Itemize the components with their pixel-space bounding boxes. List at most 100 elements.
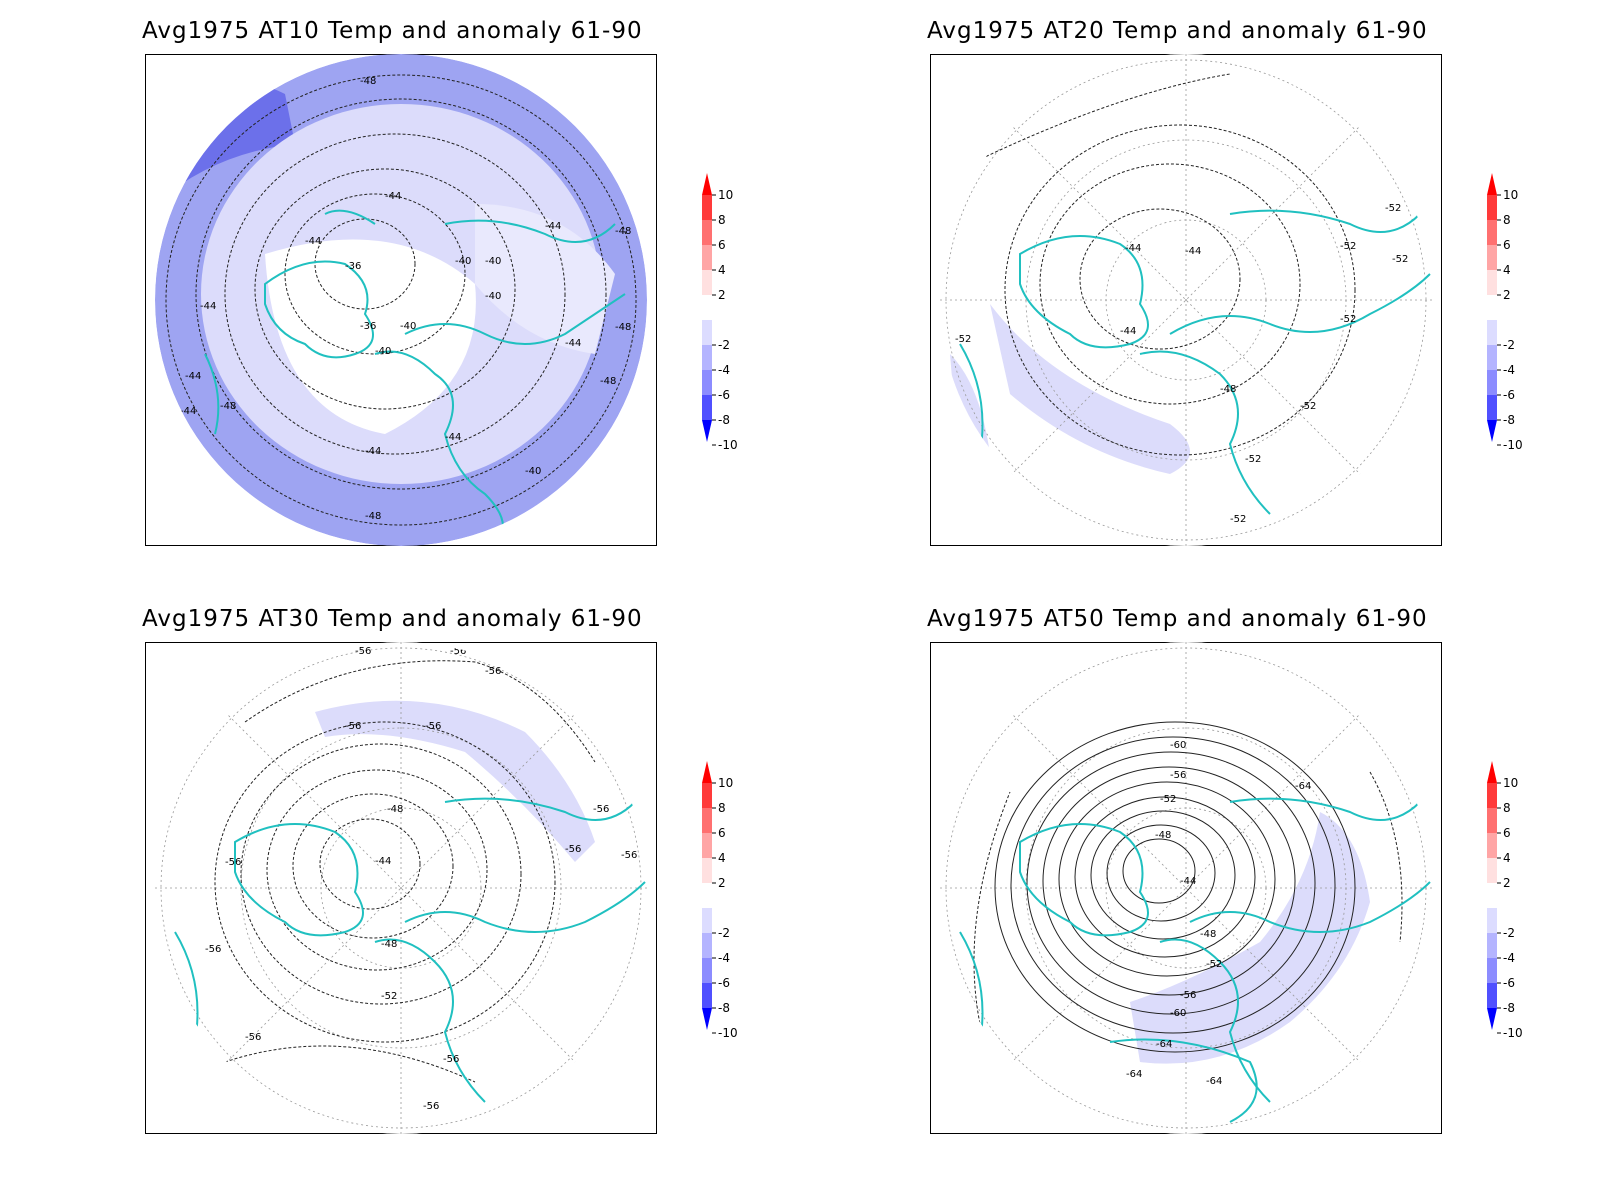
contour-label: -56 [485,666,501,677]
colorbar-tick-label: 4 [718,851,726,865]
contour-label: -48 [615,322,631,333]
contour-label: -48 [220,401,236,412]
colorbar-swatch [1487,983,1497,1008]
colorbar-tick-label: 4 [1503,851,1511,865]
contour-label: -48 [1155,830,1171,841]
contour-label: -64 [1156,1039,1172,1050]
colorbar-swatch [702,908,712,933]
contour-label: -64 [1206,1076,1222,1087]
polar-map: -60 -56 -52 -48 -44 -48 -52 -56 -60 -64 … [930,642,1442,1134]
contour-label: -44 [385,191,401,202]
contour-label: -48 [360,76,376,87]
contour-label: -52 [955,334,971,345]
panel-title: Avg1975 AT10 Temp and anomaly 61-90 [142,18,643,44]
colorbar-tick-label: -8 [718,1001,730,1015]
contour-label: -40 [485,291,501,302]
colorbar-swatches [702,173,712,442]
colorbar-swatch [702,783,712,808]
contour-label: -36 [360,321,376,332]
contour-label: -48 [387,804,403,815]
colorbar: 10 8 6 4 2 -2 -4 -6 -8 -10 [702,173,738,452]
contour-label: -44 [375,856,391,867]
colorbar-tick-label: -4 [1503,363,1515,377]
graticule [940,54,1432,546]
contour-lines [214,660,596,1083]
contour-label: -56 [565,844,581,855]
contour-label: -52 [1230,514,1246,525]
colorbar-tick-label: -10 [1503,438,1523,452]
colorbar-swatch [702,833,712,858]
contour-label: -44 [365,446,381,457]
polar-map: -48 -44 -40 -36 -44 -40 -44 -44 -48 -44 … [145,54,657,546]
colorbar-swatch [1487,320,1497,345]
panel-title: Avg1975 AT20 Temp and anomaly 61-90 [927,18,1428,44]
colorbar-labels: 10 8 6 4 2 -2 -4 -6 -8 -10 [712,776,738,1040]
contour-label: -52 [1340,314,1356,325]
colorbar-swatch [1487,345,1497,370]
colorbar-swatch [702,883,712,908]
colorbar-tick-label: -4 [718,951,730,965]
colorbar-swatch [1487,270,1497,295]
contour-lines [973,721,1403,1063]
colorbar-tick-label: 10 [718,188,733,202]
contour-label: -36 [345,261,361,272]
contour-label: -56 [1170,770,1186,781]
colorbar-swatch [702,933,712,958]
colorbar-swatch [702,245,712,270]
contour-label-group: -56 -56 -56 -56 -56 -48 -44 -48 -52 -56 … [205,646,637,1112]
contour-label: -56 [425,721,441,732]
panel-title: Avg1975 AT30 Temp and anomaly 61-90 [142,606,643,632]
contour-label: -44 [305,236,321,247]
contour-label: -56 [205,944,221,955]
contour-label: -44 [180,406,196,417]
anomaly-shade-weak [990,304,1190,474]
contour-label: -48 [381,939,397,950]
colorbar-tick-label: -6 [1503,388,1515,402]
colorbar-swatch [702,858,712,883]
colorbar-swatch [1487,858,1497,883]
colorbar-swatch [1487,808,1497,833]
contour-label: -48 [600,376,616,387]
colorbar-labels: 10 8 6 4 2 -2 -4 -6 -8 -10 [712,188,738,452]
contour-label: -60 [1170,740,1186,751]
contour-label: -56 [245,1032,261,1043]
colorbar-tick-label: 4 [718,263,726,277]
colorbar-swatch [702,220,712,245]
colorbar-tick-label: 2 [718,876,726,890]
contour-label: -44 [1185,246,1201,257]
contour-label: -52 [381,991,397,1002]
colorbar-tick-label: 2 [1503,876,1511,890]
contour-label: -40 [375,346,391,357]
colorbar-swatch [702,983,712,1008]
contour-label: -44 [200,301,216,312]
anomaly-shade-weak [315,700,595,862]
panel-at10: Avg1975 AT10 Temp and anomaly 61-90 [0,0,800,600]
contour-label: -48 [1200,929,1216,940]
contour-label: -56 [443,1054,459,1065]
contour-label: -40 [455,256,471,267]
colorbar-tick-label: -2 [718,338,730,352]
colorbar-arrow-top [702,761,712,783]
colorbar-swatch [1487,245,1497,270]
colorbar-swatch [702,295,712,320]
colorbar-swatches [1487,761,1497,1030]
coastlines [204,209,626,545]
contour-label: -56 [621,850,637,861]
colorbar-tick-label: 6 [1503,826,1511,840]
contour-label: -52 [1340,241,1356,252]
contour-label: -56 [1180,990,1196,1001]
colorbar-tick-label: 8 [1503,213,1511,227]
colorbar-swatch [702,808,712,833]
colorbar-labels: 10 8 6 4 2 -2 -4 -6 -8 -10 [1497,776,1523,1040]
colorbar-swatch [1487,395,1497,420]
colorbar-arrow-bottom [1487,420,1497,442]
coastlines [959,209,1431,515]
colorbar-tick-label: 10 [1503,188,1518,202]
contour-label: -40 [485,256,501,267]
colorbar-swatch [1487,220,1497,245]
contour-label: -56 [593,804,609,815]
contour-label: -40 [400,321,416,332]
colorbar-tick-label: 6 [718,238,726,252]
contour-label: -48 [365,511,381,522]
colorbar-tick-label: 8 [718,801,726,815]
